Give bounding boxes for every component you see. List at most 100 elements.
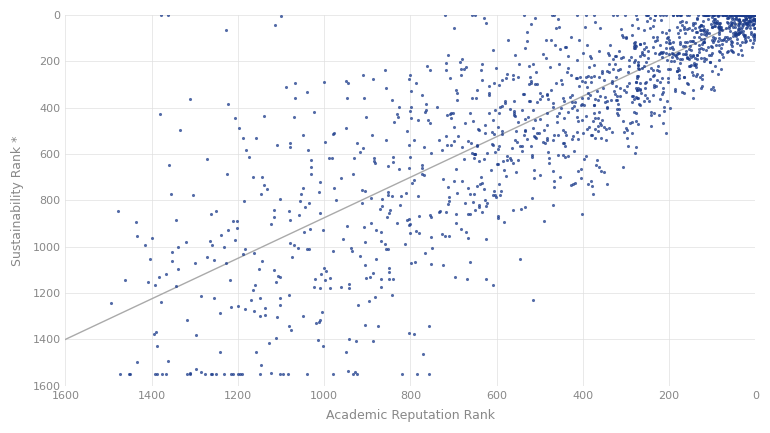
Point xyxy=(144,255,156,262)
Point xyxy=(392,114,404,121)
Point xyxy=(630,85,642,92)
Point xyxy=(407,137,420,144)
Point xyxy=(657,12,669,19)
Point xyxy=(381,213,393,220)
Point xyxy=(688,19,700,26)
Point xyxy=(562,52,574,59)
Point xyxy=(747,40,759,47)
Point xyxy=(277,371,290,378)
Point xyxy=(545,87,557,94)
Point xyxy=(658,108,670,115)
Point xyxy=(666,49,678,56)
Point xyxy=(746,17,758,24)
Point xyxy=(559,43,571,50)
Point xyxy=(343,336,355,343)
Point xyxy=(678,43,691,50)
Point xyxy=(735,25,747,32)
Point xyxy=(206,242,219,249)
Point xyxy=(660,49,672,56)
Point xyxy=(617,53,629,60)
Point xyxy=(301,88,313,95)
Point xyxy=(440,66,452,73)
Point xyxy=(656,48,668,55)
Point xyxy=(450,211,462,218)
Point xyxy=(727,23,739,30)
Point xyxy=(416,162,428,169)
Point xyxy=(629,45,641,52)
Point xyxy=(720,12,732,19)
Point xyxy=(580,113,592,120)
Point xyxy=(259,311,271,318)
Point xyxy=(206,371,219,378)
Point xyxy=(268,267,280,274)
Point xyxy=(450,219,462,226)
Point xyxy=(661,34,674,41)
Point xyxy=(218,244,230,251)
Point xyxy=(476,60,488,67)
Point xyxy=(672,29,685,36)
Point xyxy=(662,36,675,43)
Point xyxy=(730,15,742,22)
Point xyxy=(687,52,699,59)
Point xyxy=(268,206,280,213)
Point xyxy=(630,94,642,101)
Point xyxy=(571,106,584,113)
Point xyxy=(674,19,686,26)
Point xyxy=(730,12,742,19)
Point xyxy=(614,65,627,72)
Point xyxy=(736,12,748,19)
Point xyxy=(713,42,725,48)
Point xyxy=(739,31,752,38)
Point xyxy=(442,200,454,207)
Point xyxy=(724,35,736,42)
Point xyxy=(682,12,695,19)
Point xyxy=(596,70,608,77)
Point xyxy=(730,12,742,19)
Point xyxy=(719,33,732,40)
Point xyxy=(594,122,607,129)
Point xyxy=(746,12,758,19)
Point xyxy=(416,165,428,172)
Point xyxy=(456,178,468,185)
Point xyxy=(547,103,559,110)
Point xyxy=(501,152,514,159)
Point xyxy=(688,59,700,66)
Point xyxy=(253,312,266,319)
Point xyxy=(281,371,293,378)
Point xyxy=(670,52,682,59)
Point xyxy=(687,38,699,45)
Point xyxy=(592,114,604,121)
Point xyxy=(733,29,745,36)
Point xyxy=(743,12,755,19)
Point xyxy=(403,229,416,236)
Point xyxy=(685,47,697,54)
Point xyxy=(748,12,761,19)
Point xyxy=(732,50,744,57)
Point xyxy=(671,12,684,19)
Point xyxy=(483,110,495,117)
Point xyxy=(159,371,172,378)
Point xyxy=(305,157,317,164)
Point xyxy=(642,47,654,54)
Point xyxy=(462,235,474,242)
Point xyxy=(678,26,690,32)
Point xyxy=(636,48,648,55)
Point xyxy=(205,371,217,378)
Point xyxy=(464,258,476,265)
Point xyxy=(387,275,400,282)
Point xyxy=(709,41,721,48)
Point xyxy=(360,114,372,121)
Point xyxy=(624,53,637,60)
Point xyxy=(525,78,537,84)
Point xyxy=(705,42,717,49)
Point xyxy=(510,168,522,175)
Point xyxy=(601,180,614,187)
Point xyxy=(698,35,710,42)
Point xyxy=(585,132,598,139)
Point xyxy=(634,80,646,87)
Point xyxy=(574,74,586,81)
Point xyxy=(708,34,721,41)
Point xyxy=(654,49,666,56)
Point xyxy=(568,103,581,110)
Point xyxy=(373,206,386,213)
